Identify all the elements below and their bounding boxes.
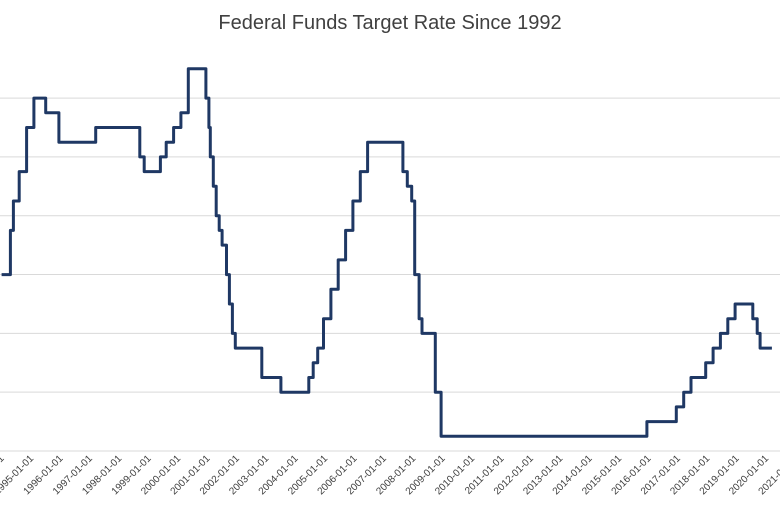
series-line: [1, 67, 772, 438]
chart-title: Federal Funds Target Rate Since 1992: [218, 12, 562, 34]
